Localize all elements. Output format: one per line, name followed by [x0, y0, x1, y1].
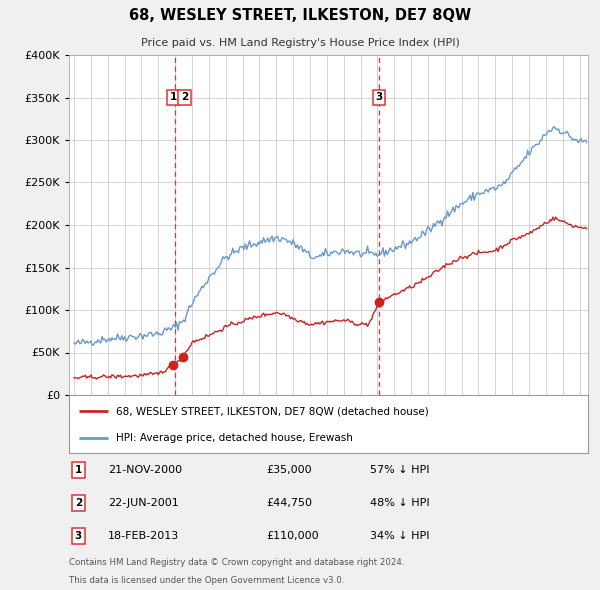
Text: 34% ↓ HPI: 34% ↓ HPI [370, 531, 430, 541]
Text: 2: 2 [75, 498, 82, 508]
Text: Price paid vs. HM Land Registry's House Price Index (HPI): Price paid vs. HM Land Registry's House … [140, 38, 460, 48]
Text: £110,000: £110,000 [266, 531, 319, 541]
Text: 68, WESLEY STREET, ILKESTON, DE7 8QW: 68, WESLEY STREET, ILKESTON, DE7 8QW [129, 8, 471, 23]
Text: £35,000: £35,000 [266, 465, 312, 475]
Text: 1: 1 [170, 93, 177, 103]
Text: 3: 3 [376, 93, 383, 103]
Text: 57% ↓ HPI: 57% ↓ HPI [370, 465, 430, 475]
Text: This data is licensed under the Open Government Licence v3.0.: This data is licensed under the Open Gov… [69, 576, 344, 585]
Text: 48% ↓ HPI: 48% ↓ HPI [370, 498, 430, 508]
Text: 18-FEB-2013: 18-FEB-2013 [108, 531, 179, 541]
Text: 1: 1 [75, 465, 82, 475]
Text: 21-NOV-2000: 21-NOV-2000 [108, 465, 182, 475]
Text: 3: 3 [75, 531, 82, 541]
Text: 68, WESLEY STREET, ILKESTON, DE7 8QW (detached house): 68, WESLEY STREET, ILKESTON, DE7 8QW (de… [116, 407, 428, 416]
Text: 22-JUN-2001: 22-JUN-2001 [108, 498, 179, 508]
Text: Contains HM Land Registry data © Crown copyright and database right 2024.: Contains HM Land Registry data © Crown c… [69, 558, 404, 567]
Text: £44,750: £44,750 [266, 498, 312, 508]
Text: 2: 2 [181, 93, 188, 103]
Text: HPI: Average price, detached house, Erewash: HPI: Average price, detached house, Erew… [116, 433, 353, 443]
